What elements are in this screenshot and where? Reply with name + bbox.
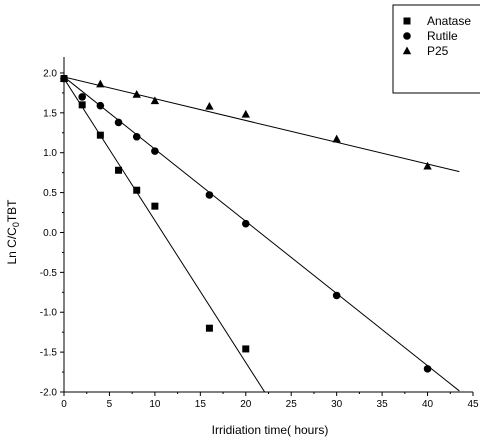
point-p25 [132,89,141,98]
point-p25 [96,79,105,88]
y-tick-label: -1.0 [40,308,58,319]
x-tick-label: 20 [240,399,252,410]
point-p25 [332,134,341,143]
legend-label-rutile: Rutile [427,29,458,43]
y-tick-label: -1.5 [40,348,58,359]
x-tick-label: 45 [467,399,479,410]
x-tick-label: 0 [61,399,67,410]
point-anatase [78,101,86,109]
point-rutile [423,365,432,373]
point-anatase [151,202,159,210]
x-tick-label: 40 [422,399,434,410]
y-axis-title: Ln C/C0TBT [5,199,21,265]
point-anatase [96,131,104,139]
point-p25 [423,161,432,170]
x-axis-title: Irridiation time( hours) [212,423,329,437]
fit-line-anatase [64,78,266,392]
fit-lines [64,76,460,392]
point-p25 [150,96,160,105]
y-tick-label: 0.5 [43,188,57,199]
x-tick-label: 35 [377,399,389,410]
x-tick-label: 30 [331,399,343,410]
point-anatase [133,186,141,194]
y-axis-title-tail: TBT [5,199,19,222]
axes: 0 5 10 15 20 25 30 35 40 45 -2.0 -1.5 -1.0 -0.5 0.0 0.5… [40,57,479,410]
legend-label-p25: P25 [427,44,449,58]
point-p25 [241,109,250,118]
point-p25 [205,101,214,110]
x-tick-label: 25 [286,399,298,410]
y-axis-title-subscript: 0 [11,222,21,227]
legend-label-anatase: Anatase [427,14,471,28]
y-tick-label: 0.0 [43,228,57,239]
y-tick-label: 1.0 [43,148,57,159]
point-anatase [115,166,123,174]
x-tick-label: 10 [149,399,161,410]
x-tick-label: 5 [107,399,113,410]
x-tick-label: 15 [195,399,207,410]
point-rutile [78,93,86,101]
point-rutile [114,118,123,127]
data-points [59,74,432,373]
point-rutile [132,132,141,141]
y-tick-label: -2.0 [40,388,58,399]
legend-marker-anatase [403,17,411,25]
legend-marker-p25 [402,46,412,55]
point-rutile [151,147,159,155]
y-axis-title-main: Ln C/C [5,227,19,265]
point-rutile [205,191,214,199]
legend-marker-rutile [403,32,411,40]
fit-line-p25 [64,76,460,173]
point-rutile [241,219,250,228]
y-tick-label: -0.5 [40,268,58,279]
y-tick-label: 1.5 [43,108,57,119]
fit-line-rutile [64,76,460,392]
point-rutile [96,101,105,110]
point-rutile [332,291,341,300]
point-anatase [242,345,250,353]
point-anatase [205,324,213,332]
y-tick-label: 2.0 [43,68,57,79]
